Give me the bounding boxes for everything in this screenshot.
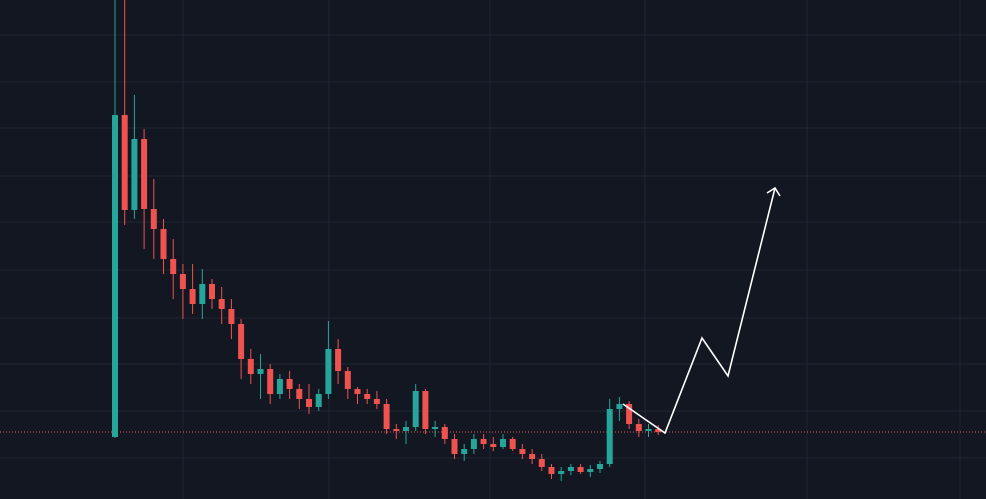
candle-body (500, 439, 506, 447)
candle-body (412, 391, 419, 427)
candle-body (315, 394, 322, 407)
candle-body (393, 429, 400, 431)
candle-body (461, 449, 468, 454)
candle-body (189, 289, 196, 304)
candle-body (267, 369, 274, 394)
candle-body (141, 139, 148, 209)
candle-body (470, 439, 477, 449)
candle-body (606, 409, 613, 464)
candle-body (257, 369, 264, 374)
candle-body (538, 459, 545, 467)
candle-body (490, 444, 497, 447)
candle-body (548, 467, 555, 474)
candle-body (529, 454, 536, 459)
candle-body (209, 284, 215, 299)
candle-body (519, 449, 526, 454)
candle-body (567, 467, 574, 471)
candle-body (160, 229, 167, 259)
drawn-path (622, 187, 776, 435)
candles (0, 0, 986, 481)
candle-body (112, 115, 118, 437)
candle-body (635, 424, 642, 431)
candle-body (451, 439, 458, 454)
candle-body (179, 274, 186, 289)
candle-body (373, 399, 380, 404)
candle-body (238, 324, 245, 359)
candle-body (403, 427, 409, 431)
candle-body (655, 429, 662, 432)
candle-body (199, 284, 206, 304)
candle-body (335, 349, 342, 371)
candle-body (218, 299, 225, 309)
candle-body (422, 391, 429, 429)
candle-body (170, 259, 177, 274)
candle-body (577, 467, 584, 472)
candle-body (558, 471, 565, 474)
arrow-head (766, 186, 781, 197)
candle-body (645, 429, 652, 431)
candle-body (306, 399, 312, 407)
candle-body (626, 404, 633, 424)
candle-body (441, 427, 448, 439)
candle-body (587, 469, 594, 472)
candle-body (344, 371, 351, 389)
candle-body (286, 379, 293, 389)
candle-body (364, 394, 371, 399)
candle-body (432, 427, 439, 429)
candle-body (325, 349, 332, 394)
candle-body (509, 439, 516, 449)
candle-body (131, 139, 138, 210)
candle-body (383, 404, 390, 429)
candle-body (247, 359, 254, 374)
candle-body (354, 389, 361, 394)
candle-body (597, 464, 603, 469)
candle-body (296, 389, 303, 399)
candle-body (150, 209, 157, 229)
candle-body (228, 309, 235, 324)
candle-body (480, 439, 487, 444)
candle-body (276, 379, 283, 394)
candle-body (121, 115, 128, 210)
candle-body (616, 404, 623, 409)
